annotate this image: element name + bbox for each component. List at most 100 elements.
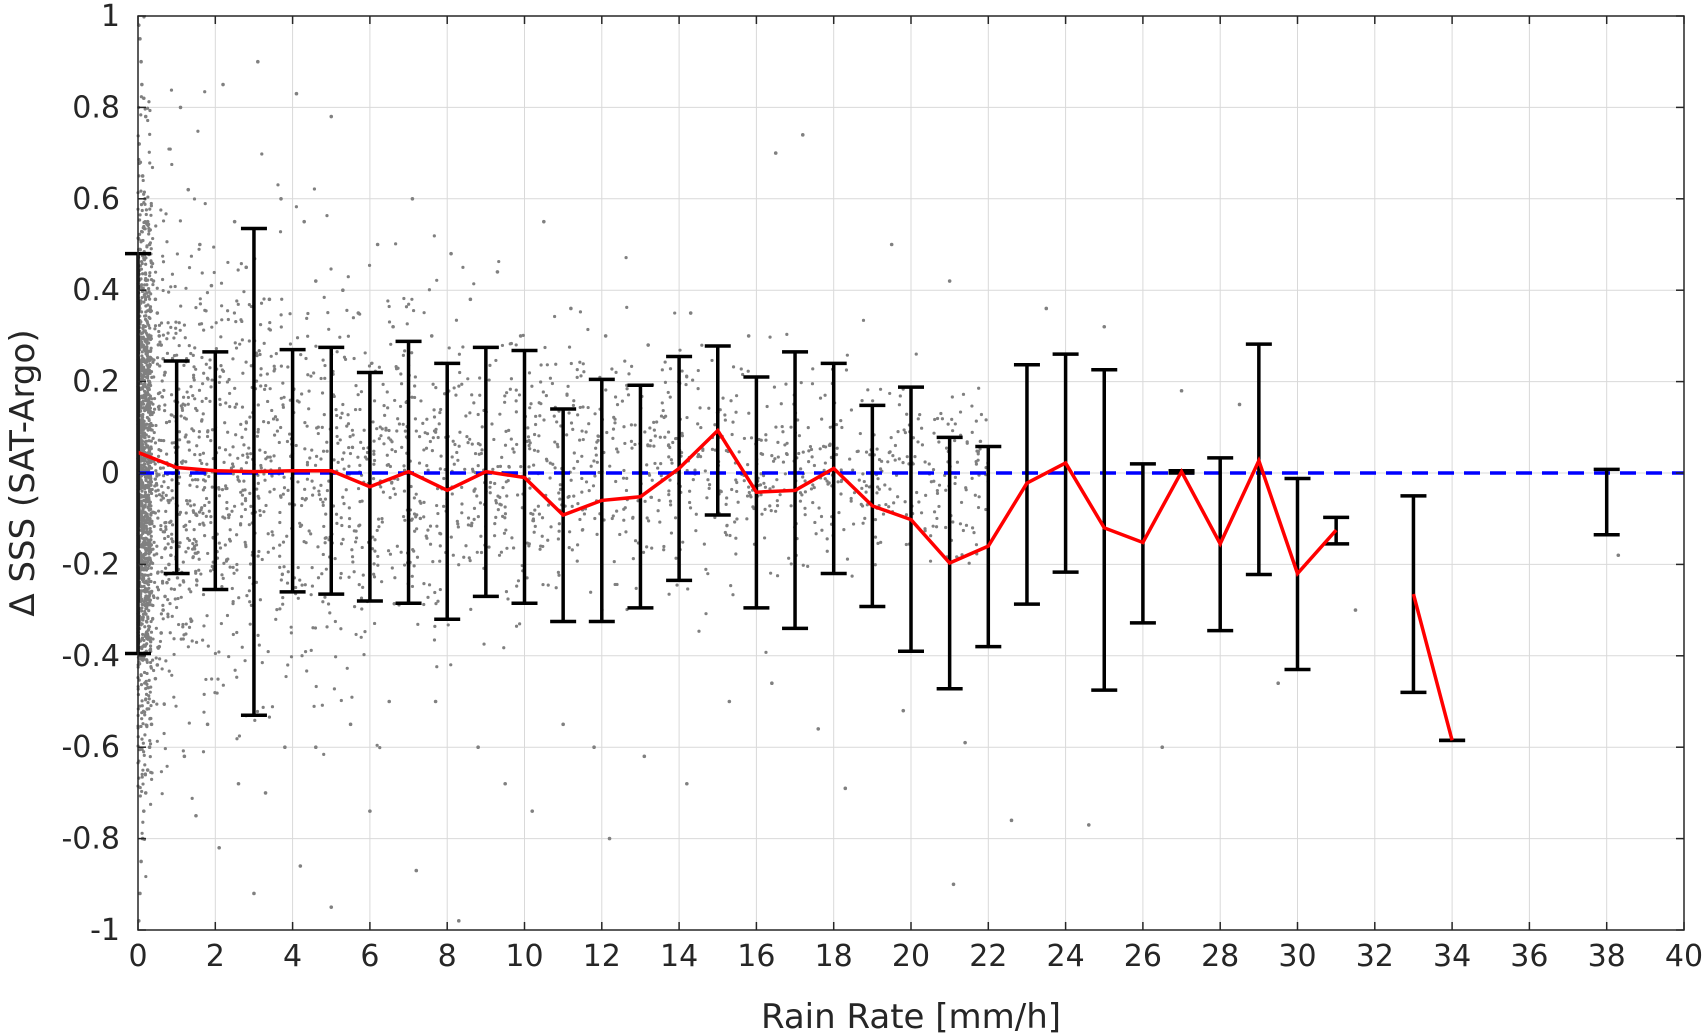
scatter-point xyxy=(759,493,763,497)
scatter-point xyxy=(356,393,360,397)
scatter-point xyxy=(148,644,153,648)
scatter-point xyxy=(142,256,146,261)
scatter-point xyxy=(652,444,656,448)
scatter-point xyxy=(144,262,148,266)
scatter-point xyxy=(432,415,437,419)
scatter-point xyxy=(414,429,418,433)
scatter-point xyxy=(203,308,207,312)
scatter-point xyxy=(147,226,151,231)
scatter-point xyxy=(311,493,315,497)
scatter-point xyxy=(147,341,151,345)
scatter-point xyxy=(178,105,183,110)
scatter-point xyxy=(359,635,363,639)
scatter-point xyxy=(514,624,519,628)
scatter-point xyxy=(810,455,814,459)
scatter-point xyxy=(200,382,205,386)
scatter-point xyxy=(205,434,210,439)
scatter-point xyxy=(205,722,210,727)
scatter-point xyxy=(509,437,513,441)
scatter-point xyxy=(190,619,194,623)
scatter-point xyxy=(208,399,212,403)
scatter-point xyxy=(154,423,158,428)
scatter-point xyxy=(429,334,434,338)
scatter-point xyxy=(466,516,471,520)
scatter-point xyxy=(148,636,153,640)
scatter-point xyxy=(149,277,154,282)
scatter-point xyxy=(248,491,252,496)
scatter-point xyxy=(149,410,153,414)
scatter-point xyxy=(538,414,542,418)
scatter-point xyxy=(425,417,429,421)
scatter-point xyxy=(228,565,232,569)
scatter-point xyxy=(166,612,170,616)
scatter-point xyxy=(867,485,872,489)
scatter-point xyxy=(276,183,280,187)
scatter-point xyxy=(422,311,426,315)
scatter-point xyxy=(764,438,768,442)
scatter-point xyxy=(168,631,172,635)
scatter-point xyxy=(153,462,157,466)
x-tick-label: 30 xyxy=(1278,939,1316,974)
scatter-point xyxy=(148,207,152,211)
scatter-point xyxy=(932,431,936,435)
scatter-point xyxy=(266,532,270,536)
scatter-point xyxy=(958,522,963,526)
scatter-point xyxy=(567,345,572,349)
scatter-point xyxy=(967,561,971,565)
scatter-point xyxy=(525,439,529,443)
scatter-point xyxy=(140,446,144,451)
scatter-point xyxy=(734,478,738,482)
scatter-point xyxy=(138,704,142,708)
scatter-point xyxy=(352,605,357,609)
scatter-point xyxy=(225,507,229,511)
scatter-point xyxy=(358,500,362,504)
scatter-point xyxy=(145,415,149,420)
scatter-point xyxy=(161,603,165,608)
scatter-point xyxy=(503,505,507,509)
scatter-point xyxy=(200,418,204,422)
scatter-point xyxy=(658,435,662,439)
scatter-point xyxy=(187,721,191,725)
scatter-point xyxy=(155,702,159,706)
scatter-point xyxy=(193,477,198,482)
scatter-point xyxy=(217,446,222,450)
scatter-point xyxy=(186,395,191,400)
y-axis-label: Δ SSS (SAT-Argo) xyxy=(3,329,43,616)
scatter-point xyxy=(262,510,266,514)
scatter-point xyxy=(647,471,651,476)
scatter-point xyxy=(148,526,152,531)
scatter-point xyxy=(159,498,163,502)
scatter-point xyxy=(745,517,749,521)
scatter-point xyxy=(143,609,147,614)
scatter-point xyxy=(285,534,289,538)
scatter-point xyxy=(205,614,209,618)
scatter-point xyxy=(939,411,943,416)
scatter-point xyxy=(140,439,144,443)
scatter-point xyxy=(605,430,609,435)
scatter-point xyxy=(385,463,389,467)
scatter-point xyxy=(977,386,981,390)
scatter-point xyxy=(196,478,200,482)
scatter-point xyxy=(819,514,824,519)
scatter-point xyxy=(323,595,327,599)
scatter-point xyxy=(901,461,905,465)
scatter-point xyxy=(923,529,927,533)
scatter-point xyxy=(198,302,203,306)
scatter-point xyxy=(149,548,153,552)
scatter-point xyxy=(917,500,921,504)
scatter-point xyxy=(839,492,843,496)
scatter-point xyxy=(515,493,520,497)
scatter-point xyxy=(143,436,147,440)
scatter-point xyxy=(156,454,161,458)
scatter-point xyxy=(151,594,156,598)
scatter-point xyxy=(157,438,161,442)
scatter-point xyxy=(146,392,150,396)
scatter-point xyxy=(147,707,151,711)
scatter-point xyxy=(897,457,901,461)
scatter-point xyxy=(235,675,239,679)
scatter-point xyxy=(249,603,253,607)
scatter-point xyxy=(493,481,497,486)
scatter-point xyxy=(157,509,161,513)
scatter-point xyxy=(147,595,151,599)
scatter-point xyxy=(325,214,329,218)
